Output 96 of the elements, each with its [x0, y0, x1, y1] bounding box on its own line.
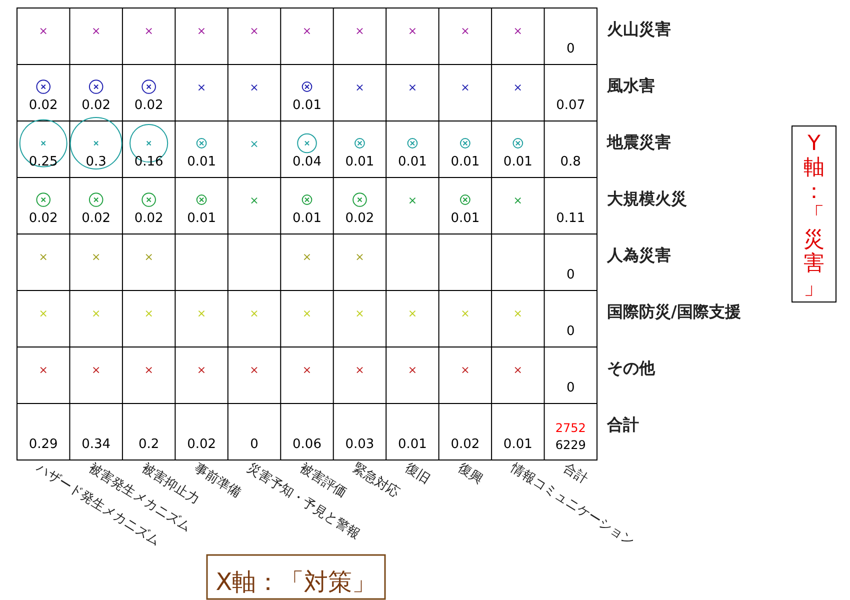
text: × — [144, 363, 154, 376]
data-label: 0 — [566, 42, 575, 56]
data-label: 0.01 — [398, 437, 427, 452]
text: × — [196, 80, 206, 94]
text: × — [302, 250, 312, 264]
text: × — [355, 306, 364, 320]
text: × — [302, 363, 312, 376]
y-tick-label: 合計 — [606, 414, 639, 434]
data-label: 0.3 — [86, 154, 106, 170]
data-label: 0.04 — [292, 154, 322, 170]
text: × — [144, 306, 154, 320]
x-tick-label: 合計 — [560, 460, 591, 488]
data-label: 0.29 — [28, 437, 58, 452]
data-label: 0.02 — [134, 98, 164, 113]
text: × — [91, 363, 101, 376]
y-tick-label: その他 — [607, 358, 656, 378]
text: × — [513, 80, 523, 94]
text: × — [355, 80, 364, 94]
data-label: 0 — [566, 380, 575, 396]
text: × — [38, 250, 48, 264]
text: × — [460, 363, 470, 376]
text: × — [302, 24, 312, 38]
data-label: 0.01 — [292, 211, 322, 226]
text: × — [460, 306, 470, 320]
text: × — [250, 80, 259, 94]
text: × — [408, 363, 418, 376]
data-label: 0.01 — [503, 437, 532, 452]
text: × — [408, 80, 418, 94]
text: × — [513, 363, 523, 376]
text: × — [38, 24, 48, 38]
y2-axis-title: Y軸：「災害」 — [804, 131, 824, 299]
text: × — [196, 306, 206, 320]
data-label: 0.02 — [28, 98, 58, 113]
data-label: 0.06 — [292, 437, 322, 452]
text: × — [250, 24, 259, 38]
annotation: 2752 — [555, 421, 586, 435]
text: × — [513, 24, 523, 38]
text: × — [408, 306, 418, 320]
text: × — [196, 363, 206, 376]
text: × — [460, 80, 470, 94]
y-tick-label: 大規模火災 — [607, 188, 687, 208]
text: × — [144, 250, 154, 264]
data-label: 0.02 — [28, 211, 58, 226]
data-label: 0.03 — [345, 437, 374, 452]
y-tick-label: 人為災害 — [606, 245, 671, 264]
data-label: 0 — [566, 324, 575, 339]
text: × — [91, 24, 101, 38]
y-tick-label: 地震災害 — [606, 132, 671, 152]
data-label: 0.02 — [134, 211, 164, 226]
text: × — [355, 363, 364, 376]
text: × — [460, 24, 470, 38]
data-label: 0.01 — [503, 154, 532, 170]
text: × — [196, 24, 206, 38]
text: × — [408, 24, 418, 38]
text: × — [355, 24, 364, 38]
y-tick-label: 風水害 — [606, 76, 655, 95]
text: × — [250, 363, 259, 376]
data-label: 0.02 — [82, 98, 111, 113]
text: × — [38, 363, 48, 376]
text: × — [38, 306, 48, 320]
data-label: 0.01 — [187, 154, 216, 170]
text: × — [513, 306, 523, 320]
text: × — [250, 137, 259, 150]
text: × — [302, 306, 312, 320]
data-label: 0.02 — [345, 211, 374, 226]
data-label: 0.01 — [450, 154, 480, 170]
text: × — [144, 24, 154, 38]
data-label: 0.01 — [398, 154, 427, 170]
text: × — [250, 194, 259, 207]
data-label: 0.8 — [560, 154, 581, 170]
text: × — [408, 194, 418, 207]
data-label: 0.07 — [556, 98, 586, 113]
data-label: 0.02 — [82, 211, 111, 226]
x-tick-label: 復興 — [455, 460, 486, 488]
y-tick-label: 国際防災/国際支援 — [607, 302, 741, 321]
x-axis-title: X軸：「対策」 — [216, 568, 376, 596]
data-label: 0.01 — [345, 154, 374, 170]
text: × — [91, 306, 101, 320]
data-label: 0.34 — [82, 437, 111, 452]
data-label: 0.01 — [292, 98, 322, 113]
data-label: 0.01 — [187, 211, 216, 226]
data-label: 0.01 — [450, 211, 480, 226]
text: × — [513, 194, 523, 207]
text: × — [250, 306, 259, 320]
y-tick-label: 火山災害 — [607, 19, 671, 38]
data-label: 0 — [566, 268, 575, 282]
data-label: 0.11 — [556, 211, 586, 226]
data-label: 0.2 — [138, 437, 160, 452]
text: × — [355, 250, 364, 264]
x-tick-label: 復旧 — [402, 460, 432, 488]
data-label: 0.02 — [450, 437, 480, 452]
text: × — [91, 250, 101, 264]
annotation: 6229 — [555, 438, 586, 452]
data-label: 0 — [250, 437, 258, 452]
x-tick-label: 緊急対応 — [350, 460, 402, 501]
data-label: 0.02 — [187, 437, 216, 452]
